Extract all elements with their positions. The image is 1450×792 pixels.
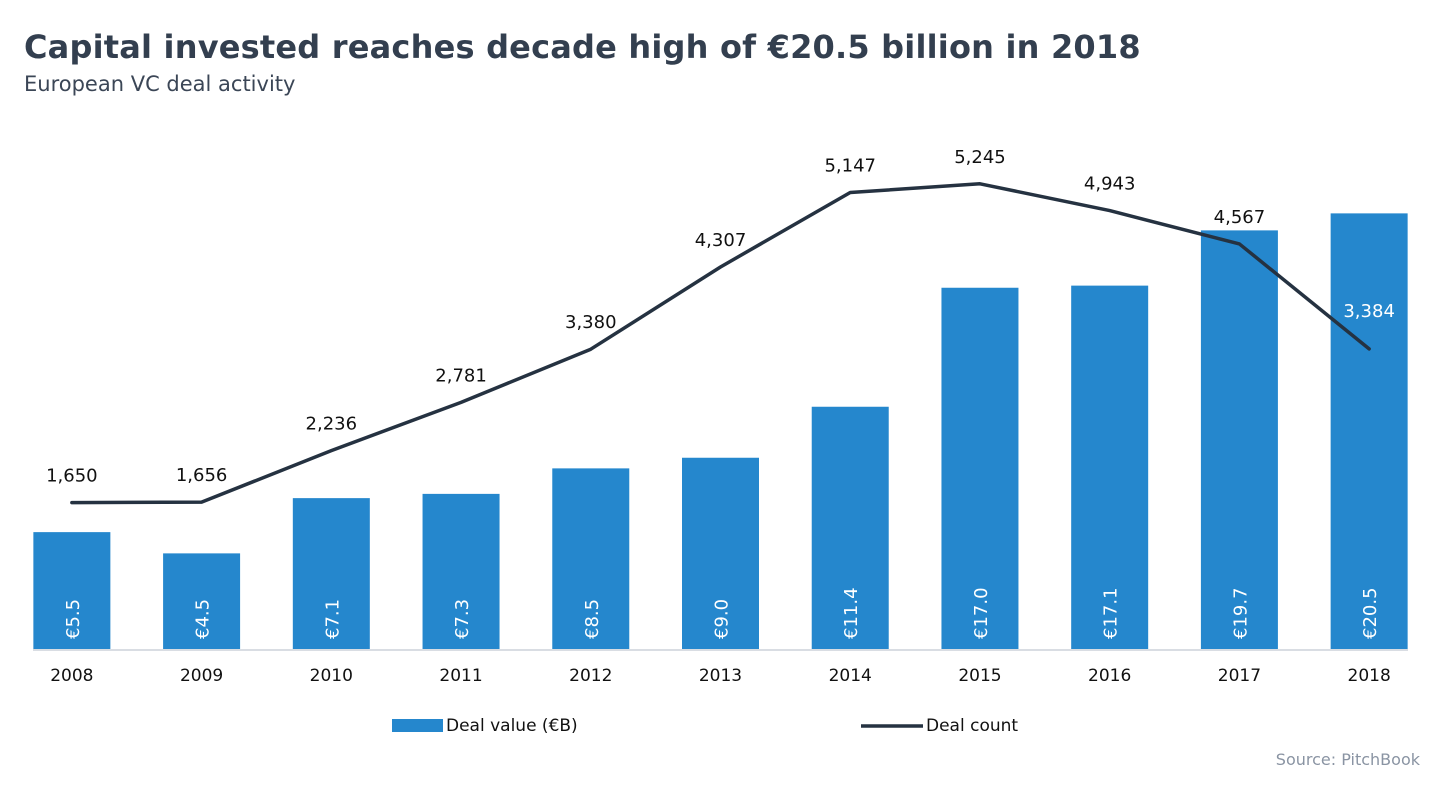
bar-value-labels: €5.5 €4.5 €7.1 €7.3 €8.5 €9.0 €11.4 €17.0 €17.1 €… xyxy=(63,587,1381,639)
line-value-label-2013: 4,307 xyxy=(695,230,747,251)
x-tick-label-2013: 2013 xyxy=(699,666,742,686)
chart-subtitle: European VC deal activity xyxy=(24,72,296,96)
chart-title: Capital invested reaches decade high of … xyxy=(24,28,1141,66)
legend-label-deal-count: Deal count xyxy=(926,716,1018,736)
x-tick-label-2011: 2011 xyxy=(439,666,482,686)
x-tick-label-2016: 2016 xyxy=(1088,666,1131,686)
bar-2008 xyxy=(33,532,111,649)
bar-value-label-2014: €11.4 xyxy=(841,587,862,639)
line-value-label-2009: 1,656 xyxy=(176,465,228,486)
x-tick-label-2015: 2015 xyxy=(958,666,1001,686)
bar-2015 xyxy=(941,287,1019,649)
bar-value-label-2010: €7.1 xyxy=(322,599,343,639)
line-value-label-2015: 5,245 xyxy=(954,147,1006,168)
line-value-label-2016: 4,943 xyxy=(1084,174,1136,195)
legend-label-deal-value: Deal value (€B) xyxy=(446,716,578,736)
source-note: Source: PitchBook xyxy=(1275,750,1420,769)
bar-2014 xyxy=(811,406,889,649)
bar-2018 xyxy=(1330,213,1408,649)
line-value-label-2012: 3,380 xyxy=(565,312,617,333)
bar-value-label-2016: €17.1 xyxy=(1101,587,1122,639)
bar-2010 xyxy=(292,498,370,649)
bar-value-label-2018: €20.5 xyxy=(1360,587,1381,639)
bar-2016 xyxy=(1071,285,1149,649)
bar-value-label-2013: €9.0 xyxy=(712,599,733,639)
bar-value-label-2017: €19.7 xyxy=(1230,587,1251,639)
x-tick-label-2017: 2017 xyxy=(1218,666,1261,686)
x-tick-label-2018: 2018 xyxy=(1348,666,1391,686)
bar-2013 xyxy=(682,457,759,649)
bar-value-label-2012: €8.5 xyxy=(582,599,603,639)
bar-2011 xyxy=(422,493,500,649)
bar-2012 xyxy=(552,468,630,649)
bar-value-label-2009: €4.5 xyxy=(193,599,214,639)
deal-count-line xyxy=(70,182,1371,505)
x-axis-ticks: 2008 2009 2010 2011 2012 2013 2014 2015 2016 2017… xyxy=(50,666,1391,686)
bar-value-label-2015: €17.0 xyxy=(971,587,992,639)
bar-value-label-2011: €7.3 xyxy=(452,599,473,639)
legend: Deal value (€B) Deal count xyxy=(392,716,1018,736)
line-value-label-2008: 1,650 xyxy=(46,466,98,487)
line-value-labels: 1,650 1,656 2,236 2,781 3,380 4,307 5,147 5,245… xyxy=(46,147,1395,487)
line-value-label-2018: 3,384 xyxy=(1343,301,1395,322)
legend-swatch-deal-value xyxy=(392,719,443,732)
bar-2017 xyxy=(1200,230,1278,649)
bar-series xyxy=(33,213,1408,649)
line-value-label-2017: 4,567 xyxy=(1214,207,1266,228)
bar-value-label-2008: €5.5 xyxy=(63,599,84,639)
line-value-label-2014: 5,147 xyxy=(824,155,876,176)
x-tick-label-2010: 2010 xyxy=(310,666,353,686)
bar-2009 xyxy=(163,553,241,649)
line-value-label-2010: 2,236 xyxy=(306,414,358,435)
x-tick-label-2008: 2008 xyxy=(50,666,93,686)
x-tick-label-2012: 2012 xyxy=(569,666,612,686)
x-tick-label-2014: 2014 xyxy=(829,666,872,686)
x-tick-label-2009: 2009 xyxy=(180,666,223,686)
line-value-label-2011: 2,781 xyxy=(435,365,487,386)
